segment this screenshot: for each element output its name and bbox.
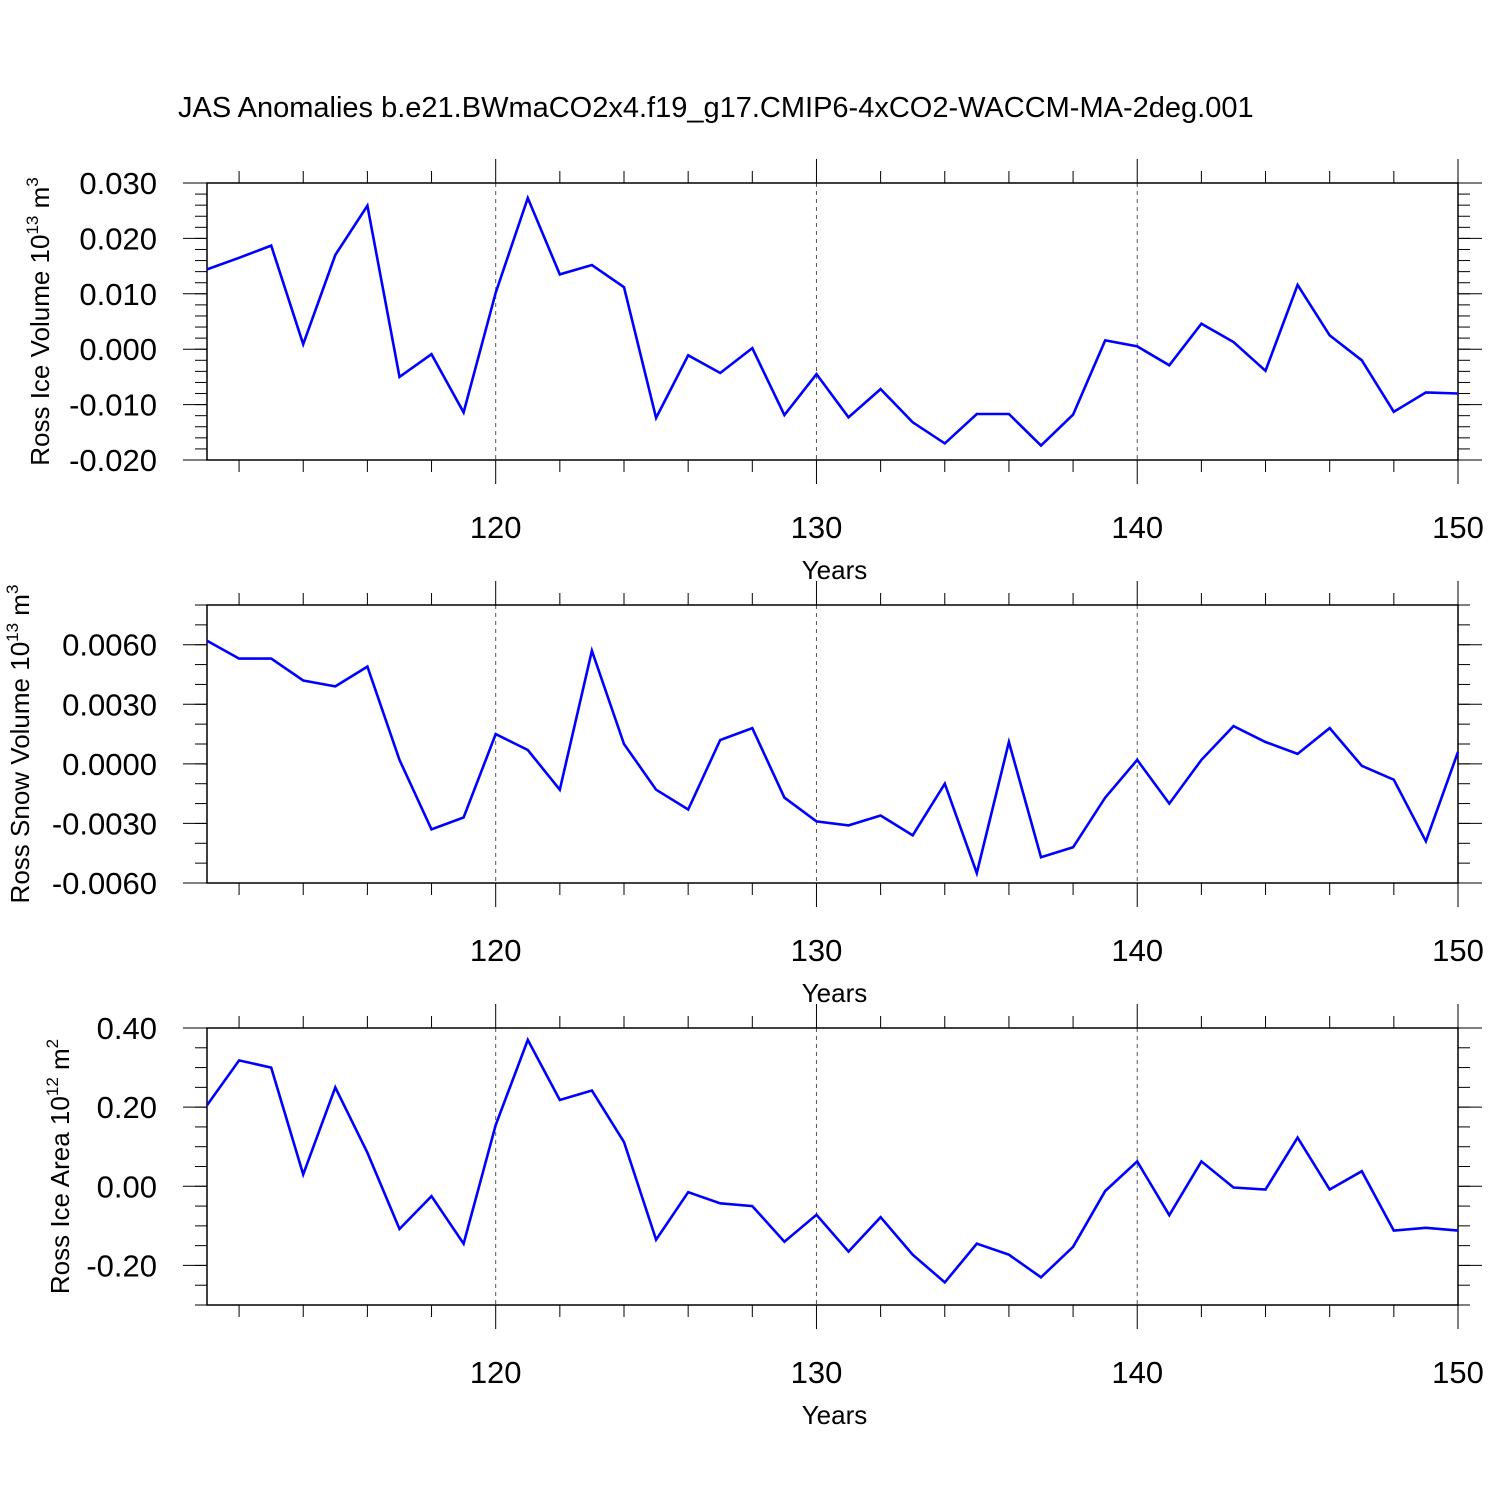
chart-panel-2: -0.0060 -0.0030 0.0000 0.0030 0.0060 120 130 14… — [3, 581, 1484, 1008]
y-axis-label: Ross Ice Volume 1013 m3 — [23, 177, 55, 466]
x-axis-label: Years — [802, 555, 868, 585]
x-tick-label: 140 — [1111, 510, 1163, 545]
chart-title: JAS Anomalies b.e21.BWmaCO2x4.f19_g17.CM… — [178, 92, 1254, 124]
y-tick-label: -0.20 — [86, 1248, 157, 1283]
y-tick-label: 0.010 — [79, 277, 157, 312]
x-tick-label: 120 — [470, 510, 522, 545]
y-tick-label: 0.20 — [97, 1090, 157, 1125]
y-axis-label: Ross Snow Volume 1013 m3 — [3, 585, 35, 904]
x-axis-label: Years — [802, 978, 868, 1008]
y-tick-label: -0.020 — [69, 443, 157, 478]
y-tick-label: 0.0060 — [62, 628, 157, 663]
x-tick-label: 120 — [470, 933, 522, 968]
plot-frame — [206, 1027, 1459, 1306]
series-line — [206, 194, 1459, 448]
x-tick-label: 150 — [1432, 933, 1484, 968]
y-tick-label: 0.020 — [79, 221, 157, 256]
series-line — [205, 1036, 1459, 1285]
y-tick-label: -0.0030 — [52, 806, 157, 841]
y-tick-label: 0.0000 — [62, 747, 157, 782]
x-tick-label: 150 — [1432, 510, 1484, 545]
y-tick-label: -0.010 — [69, 388, 157, 423]
series-line — [206, 639, 1460, 878]
x-tick-label: 140 — [1111, 1355, 1163, 1390]
y-axis-label: Ross Ice Area 1012 m2 — [43, 1039, 75, 1294]
y-tick-label: 0.40 — [97, 1011, 157, 1046]
x-tick-label: 120 — [470, 1355, 522, 1390]
y-tick-label: 0.000 — [79, 332, 157, 367]
x-tick-label: 140 — [1111, 933, 1163, 968]
x-tick-label: 130 — [791, 510, 843, 545]
x-axis-label: Years — [802, 1400, 868, 1430]
x-tick-label: 130 — [791, 933, 843, 968]
x-tick-label: 130 — [791, 1355, 843, 1390]
y-tick-label: 0.00 — [97, 1169, 157, 1204]
x-tick-label: 150 — [1432, 1355, 1484, 1390]
y-tick-label: 0.0030 — [62, 687, 157, 722]
y-tick-label: 0.030 — [79, 166, 157, 201]
y-tick-label: -0.0060 — [52, 866, 157, 901]
chart-panel-1: -0.020 -0.010 0.000 0.010 0.020 0.030 120 130 14… — [23, 159, 1484, 585]
plot-frame — [206, 182, 1459, 461]
chart-panel-3: -0.20 0.00 0.20 0.40 120 130 140 150 Years Ross I… — [43, 1004, 1484, 1430]
